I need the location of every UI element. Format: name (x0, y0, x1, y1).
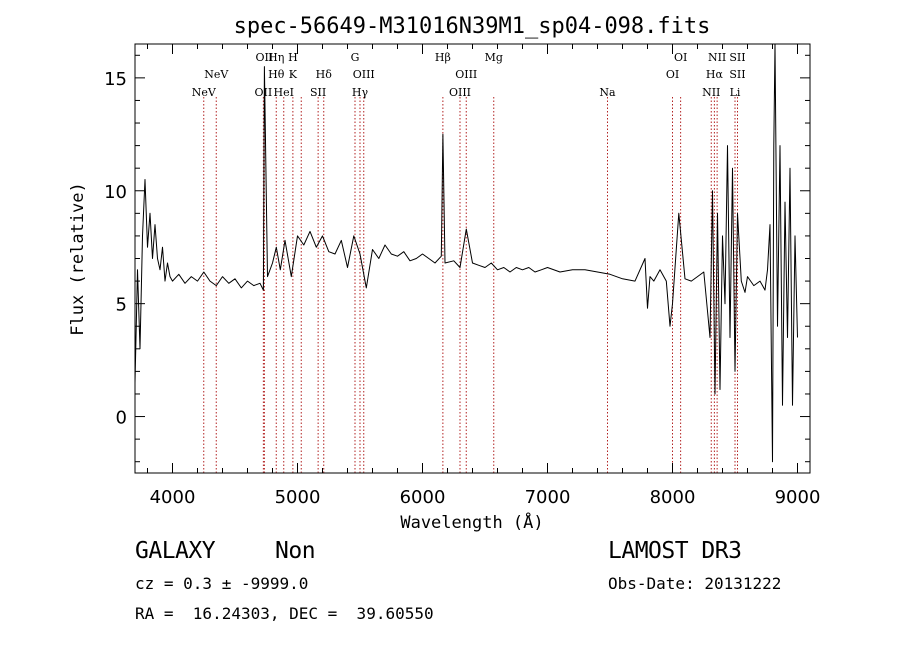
line-label: OIII (353, 68, 375, 81)
line-label: SII (729, 68, 745, 81)
line-label: H (288, 51, 298, 64)
y-tick-label: 0 (116, 408, 127, 429)
line-label: SII (729, 51, 745, 64)
line-label: NII (702, 86, 720, 99)
x-tick-label: 5000 (275, 487, 321, 508)
chart-title: spec-56649-M31016N39M1_sp04-098.fits (234, 14, 711, 39)
line-label: Hβ (435, 51, 451, 64)
coordinates-text: RA = 16.24303, DEC = 39.60550 (135, 604, 434, 623)
line-label: Hγ (352, 86, 369, 99)
line-label: K (289, 68, 298, 81)
line-label: NeV (204, 68, 229, 81)
x-tick-label: 4000 (150, 487, 196, 508)
line-label: OII (256, 51, 274, 64)
object-class: GALAXY (135, 538, 216, 564)
redshift-text: cz = 0.3 ± -9999.0 (135, 574, 309, 593)
emission-line-markers (203, 97, 738, 473)
survey-label: LAMOST DR3 (608, 538, 742, 564)
obs-date-text: Obs-Date: 20131222 (608, 574, 782, 593)
line-label: OIII (455, 68, 477, 81)
line-label: NeV (192, 86, 217, 99)
line-label: OIII (449, 86, 471, 99)
object-subclass: Non (275, 538, 316, 564)
line-label: Mg (485, 51, 503, 64)
line-label: HeI (274, 86, 294, 99)
y-axis: 0 5 10 15 (104, 54, 810, 463)
line-label: Hα (706, 68, 724, 81)
y-tick-label: 5 (116, 295, 127, 316)
line-label: Hη (268, 51, 284, 64)
x-tick-label: 8000 (650, 487, 696, 508)
y-axis-label: Flux (relative) (68, 182, 88, 336)
line-label: OII (255, 86, 273, 99)
line-label: G (351, 51, 360, 64)
y-tick-label: 15 (104, 69, 127, 90)
plot-frame (134, 43, 811, 474)
line-label: OI (666, 68, 679, 81)
x-tick-label: 7000 (525, 487, 571, 508)
line-label: Hδ (316, 68, 333, 81)
line-label: Na (599, 86, 616, 99)
line-label: SII (310, 86, 326, 99)
spectrum-trace-group (134, 43, 798, 463)
line-label: OI (674, 51, 687, 64)
spectrum-trace (134, 43, 798, 463)
y-tick-label: 10 (104, 182, 127, 203)
line-label: Hθ (268, 68, 285, 81)
x-tick-label: 9000 (775, 487, 821, 508)
x-axis: 4000 5000 6000 7000 8000 9000 (147, 44, 821, 508)
line-label: NII (708, 51, 726, 64)
line-label: Li (730, 86, 741, 99)
x-axis-label: Wavelength (Å) (400, 511, 543, 533)
x-tick-label: 6000 (400, 487, 446, 508)
